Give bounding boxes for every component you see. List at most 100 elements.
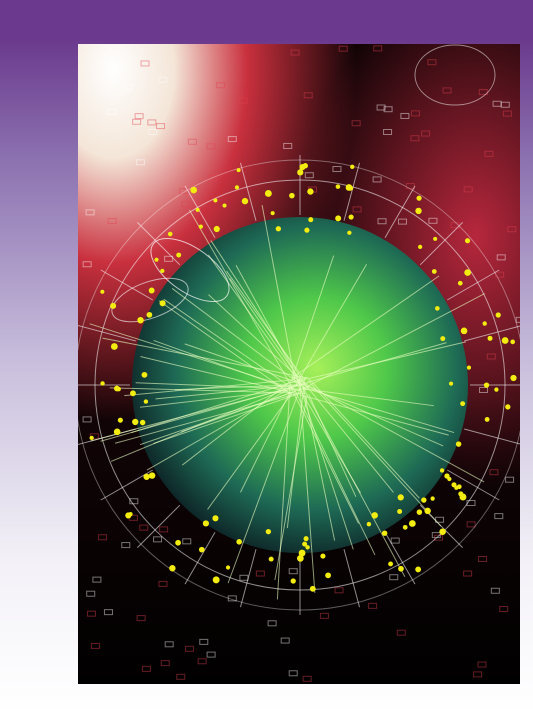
brick	[136, 615, 146, 622]
spoke	[286, 377, 306, 529]
spoke	[184, 343, 297, 383]
dot	[167, 231, 173, 237]
dot	[212, 576, 220, 584]
ring-tick	[419, 222, 463, 266]
brick	[119, 246, 129, 253]
dot	[236, 539, 242, 545]
dot	[139, 419, 146, 426]
dot	[433, 236, 438, 241]
dot	[484, 417, 490, 422]
brick	[463, 186, 473, 193]
spoke	[229, 278, 301, 380]
dot	[222, 203, 227, 208]
dot	[100, 289, 105, 294]
brick	[396, 629, 406, 636]
brick	[206, 143, 216, 150]
spoke	[227, 382, 303, 584]
spoke	[307, 379, 442, 527]
brick	[147, 119, 157, 126]
ring-tick	[100, 269, 154, 301]
ring-tick	[184, 531, 216, 585]
ring-tick	[137, 504, 181, 548]
brick	[411, 110, 421, 117]
brick	[139, 524, 149, 531]
dot	[190, 186, 198, 194]
brick-pattern	[82, 45, 520, 682]
dot	[460, 401, 466, 407]
dot	[202, 520, 209, 527]
brick	[86, 590, 96, 597]
brick	[185, 645, 195, 652]
spoke	[240, 389, 292, 493]
dot	[418, 244, 423, 249]
brick	[153, 536, 163, 543]
dot	[464, 269, 471, 276]
brick	[400, 112, 410, 119]
brick	[492, 100, 502, 107]
brick	[110, 46, 120, 53]
spoke	[135, 382, 308, 390]
brick	[515, 316, 520, 323]
brick	[463, 570, 473, 577]
dot	[148, 472, 156, 479]
spoke	[182, 375, 299, 466]
spoke	[102, 337, 307, 379]
spoke	[158, 300, 293, 396]
brick	[442, 87, 452, 94]
spoke	[189, 209, 296, 392]
brick	[85, 209, 95, 216]
brick	[499, 605, 509, 612]
dot	[148, 287, 155, 294]
brick	[427, 59, 437, 66]
dot	[175, 539, 181, 546]
ring-tick	[343, 549, 361, 608]
brick	[255, 570, 265, 577]
ring-tick	[137, 222, 181, 266]
brick	[134, 113, 144, 120]
dot	[130, 390, 136, 397]
dot	[464, 238, 471, 244]
dot	[402, 524, 408, 530]
spoke	[153, 392, 301, 444]
brick	[208, 174, 218, 181]
dot	[304, 227, 310, 233]
dot	[265, 528, 272, 535]
spoke	[298, 376, 394, 493]
brick	[505, 476, 515, 483]
dot	[439, 468, 445, 473]
star-burst	[414, 44, 496, 106]
brick	[383, 106, 393, 113]
dot	[290, 578, 296, 584]
spoke	[291, 275, 440, 379]
ring-tick	[446, 469, 500, 501]
dot	[307, 188, 314, 195]
spoke	[290, 341, 467, 384]
brick	[397, 218, 407, 225]
dot	[494, 387, 499, 392]
dot	[308, 217, 314, 223]
ring-tick	[184, 185, 216, 239]
dot	[416, 509, 423, 515]
dot	[501, 337, 509, 344]
spoke	[181, 385, 310, 433]
dot	[89, 435, 94, 441]
dot	[510, 374, 517, 382]
spoke	[109, 387, 306, 394]
dot	[483, 382, 490, 388]
dot	[143, 473, 150, 480]
dot	[366, 521, 372, 527]
dot	[169, 565, 176, 572]
brick	[338, 45, 348, 52]
ring-tick	[239, 162, 257, 221]
brick	[466, 521, 476, 528]
dot	[212, 515, 219, 522]
brick	[484, 150, 494, 157]
brick	[290, 49, 300, 56]
brick	[86, 610, 96, 617]
dot	[225, 565, 231, 570]
spoke	[296, 264, 368, 384]
brick	[351, 120, 361, 127]
brick	[90, 642, 100, 649]
dot	[113, 428, 121, 436]
ring-tick	[446, 269, 500, 301]
